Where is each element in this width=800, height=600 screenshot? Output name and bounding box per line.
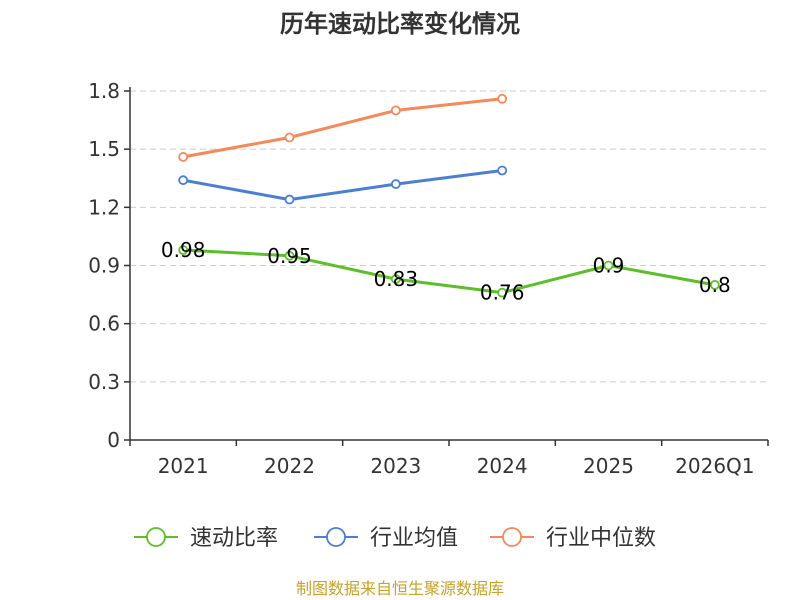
y-tick-label: 0.9	[88, 254, 120, 278]
x-tick-label: 2025	[583, 454, 634, 478]
data-point	[603, 260, 614, 271]
data-point	[284, 132, 295, 143]
source-note: 制图数据来自恒生聚源数据库	[296, 579, 504, 598]
series-line-2	[182, 169, 503, 202]
x-tick-label: 2021	[158, 454, 209, 478]
chart-title: 历年速动比率变化情况	[280, 10, 520, 38]
y-tick-label: 1.2	[88, 195, 120, 219]
data-point	[497, 165, 508, 176]
data-label: 0.76	[480, 281, 525, 305]
legend-label: 速动比率	[190, 526, 278, 551]
data-point	[390, 105, 401, 116]
data-point	[284, 194, 295, 205]
data-point	[178, 175, 189, 186]
data-point	[178, 152, 189, 162]
y-tick-label: 1.5	[88, 137, 120, 161]
legend: 速动比率 行业均值 行业中位数	[134, 526, 656, 551]
y-tick-label: 0	[107, 428, 120, 452]
x-tick-label: 2026Q1	[675, 454, 754, 478]
data-point	[390, 179, 401, 189]
data-point	[284, 250, 295, 261]
data-label: 0.9	[593, 254, 625, 278]
data-point	[709, 279, 720, 290]
legend-label: 行业均值	[370, 526, 458, 551]
data-label: 0.8	[699, 273, 731, 297]
data-point	[497, 287, 508, 298]
series-line-3	[182, 97, 503, 159]
data-label-layer: 0.98 0.95 0.83 0.76 0.9 0.8	[161, 238, 731, 305]
y-tick-label: 0.6	[88, 312, 120, 336]
data-point	[497, 93, 508, 104]
x-tick-label: 2023	[370, 454, 421, 478]
x-tick-label: 2022	[264, 454, 315, 478]
x-tick-label: 2024	[477, 454, 528, 478]
y-tick-label: 0.3	[88, 370, 120, 394]
series-line-1	[183, 248, 716, 295]
legend-marker	[502, 527, 522, 547]
data-point	[178, 245, 189, 255]
data-label: 0.95	[267, 244, 312, 268]
data-label: 0.83	[374, 267, 419, 291]
legend-marker	[146, 527, 166, 547]
grid-layer	[130, 90, 768, 383]
axis-layer: 0 0.3 0.6 0.9 1.2 1.5 1.8 2021 2022 2023 2024 2025 2…	[88, 79, 769, 478]
data-point	[390, 274, 401, 284]
legend-marker	[326, 527, 346, 547]
legend-label: 行业中位数	[546, 526, 656, 551]
series-layer	[178, 93, 720, 298]
y-tick-label: 1.8	[88, 79, 120, 103]
data-label: 0.98	[161, 238, 206, 262]
